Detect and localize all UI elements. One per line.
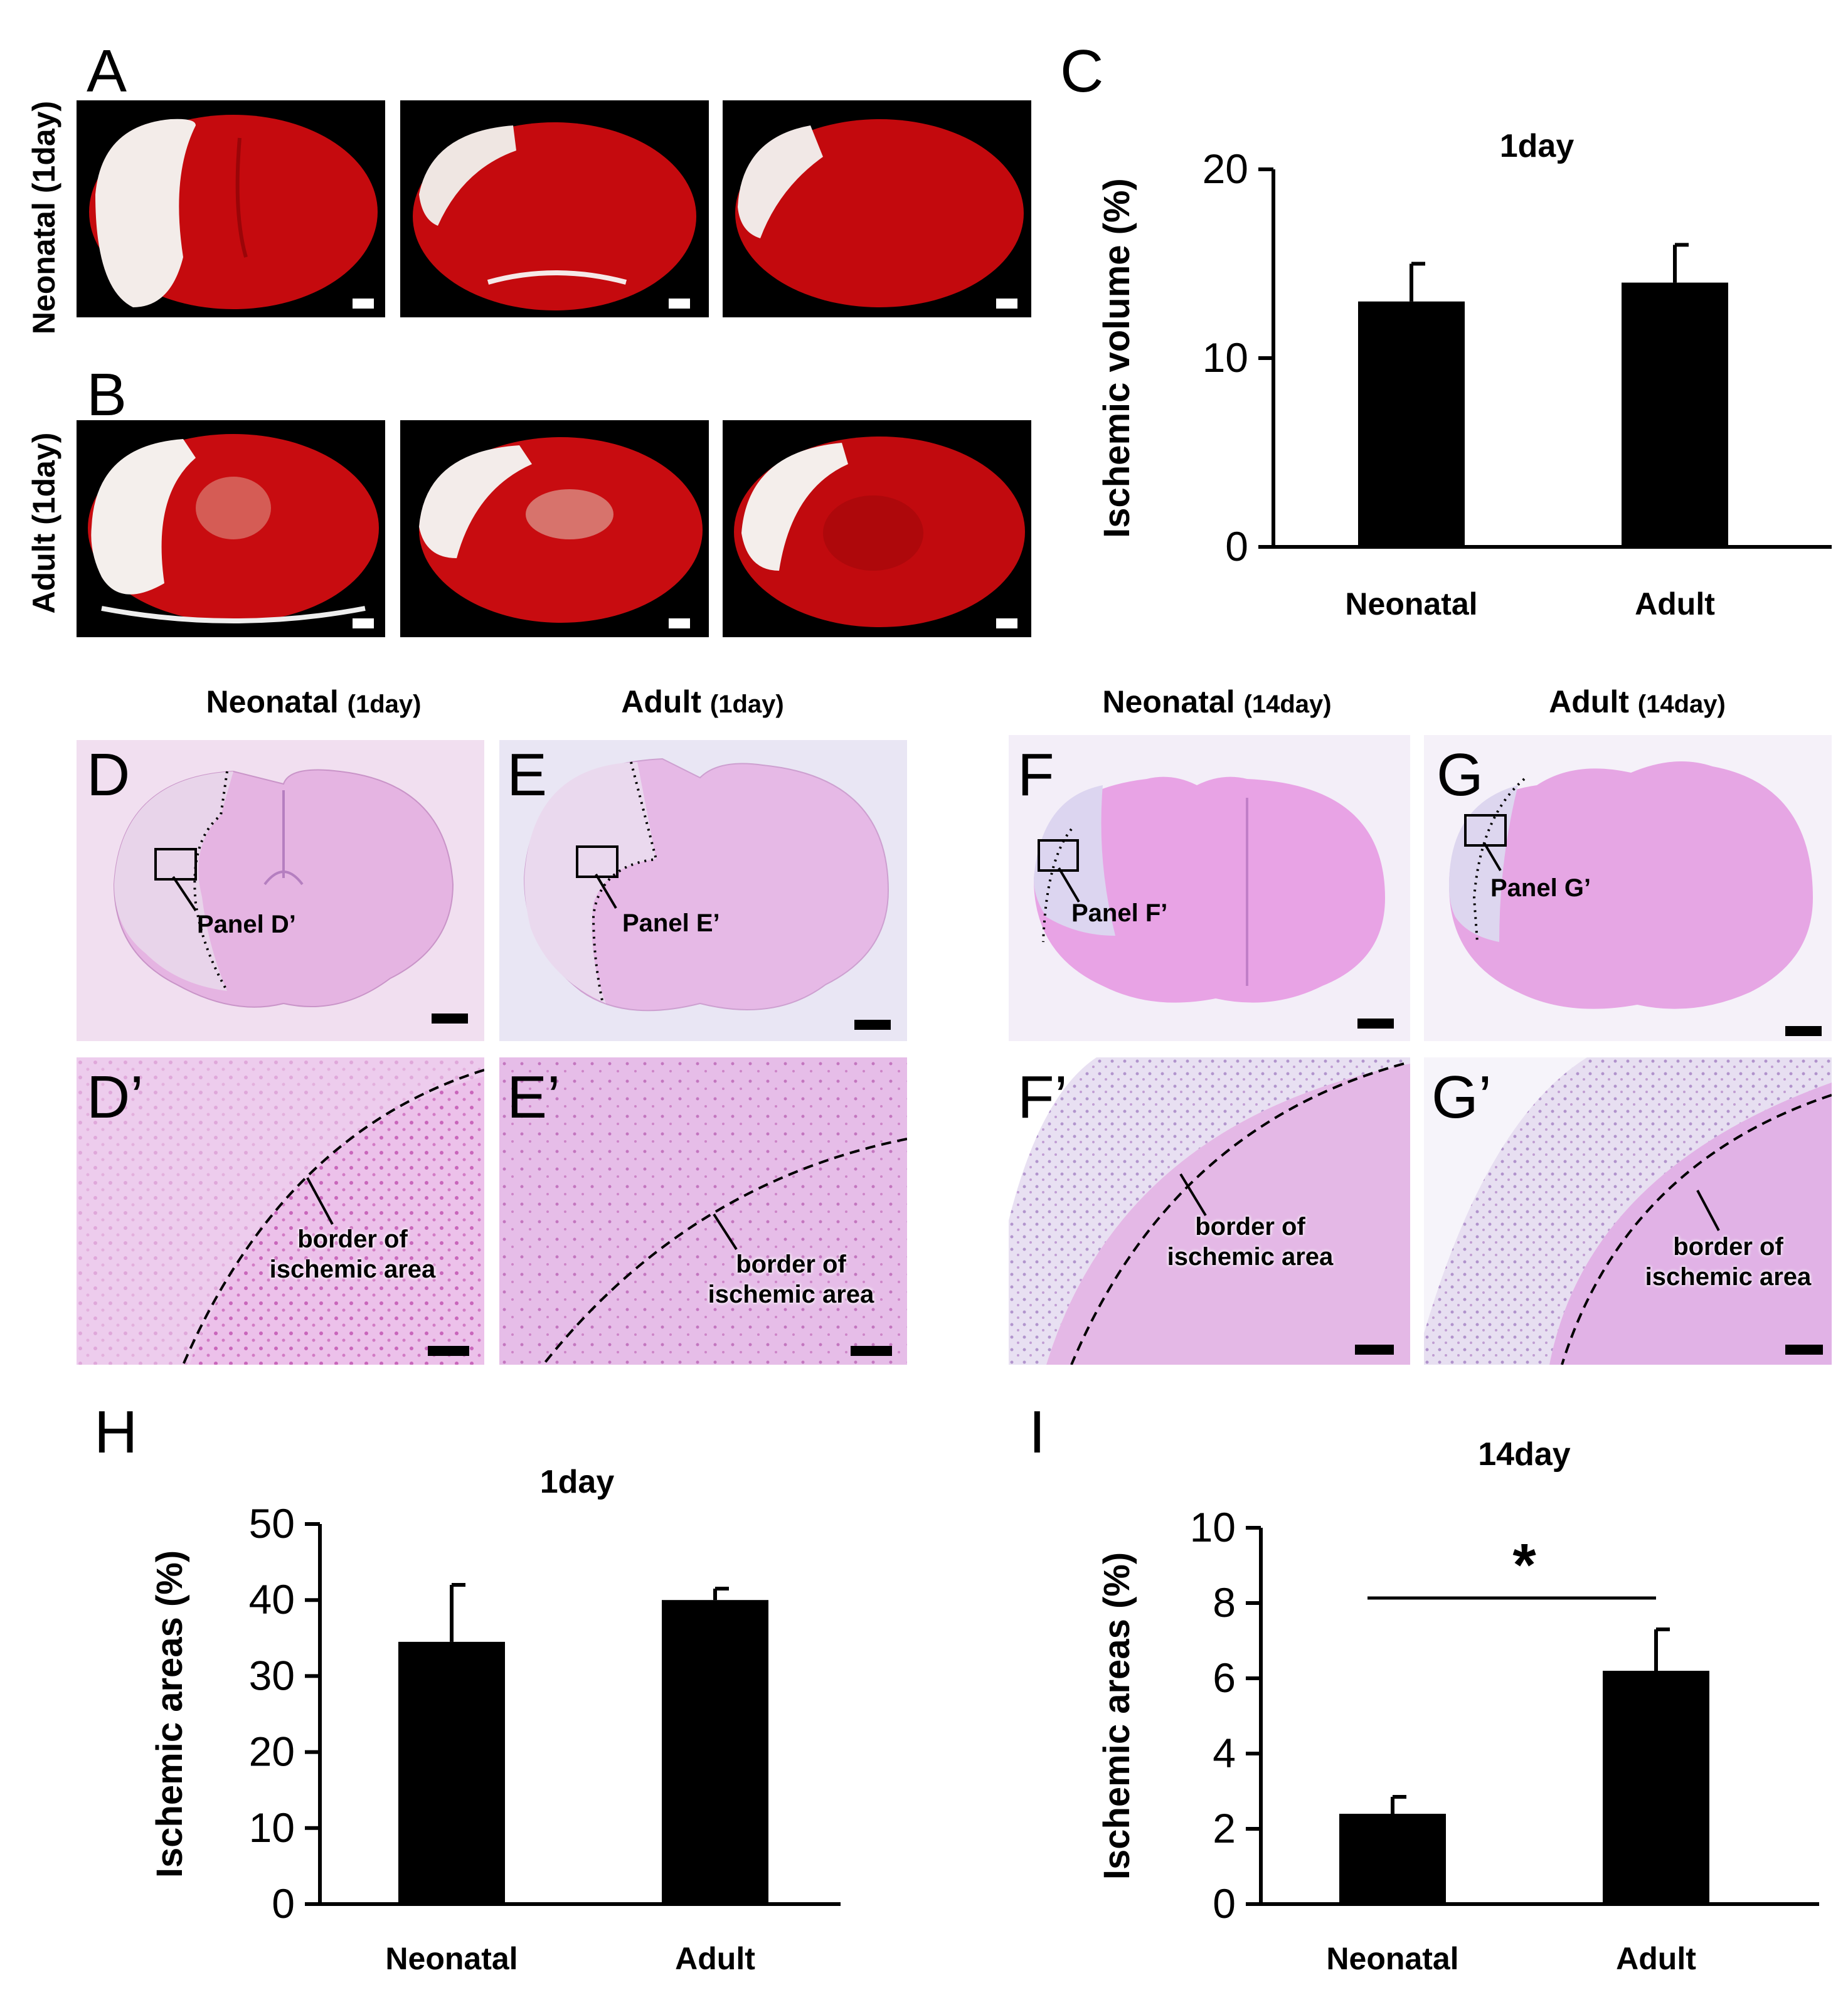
y-tick-label: 40 bbox=[249, 1576, 295, 1622]
panel-letter-d-prime: D’ bbox=[87, 1064, 144, 1131]
scale-bar bbox=[1785, 1026, 1822, 1036]
panel-letter-f-prime: F’ bbox=[1017, 1064, 1068, 1131]
ttc-photo-neonatal-2 bbox=[400, 100, 709, 317]
bar-adult bbox=[1622, 282, 1728, 547]
header-adult-14day: Adult (14day) bbox=[1549, 684, 1726, 719]
y-axis-label: Ischemic volume (%) bbox=[1097, 178, 1137, 538]
scale-bar bbox=[854, 1020, 891, 1030]
y-tick-label: 6 bbox=[1213, 1654, 1236, 1701]
panel-letter-e-prime: E’ bbox=[507, 1064, 561, 1131]
border-label-e: border of ischemic area bbox=[708, 1251, 874, 1308]
he-magnified-f: border of ischemic area bbox=[1009, 1057, 1410, 1365]
bar-neonatal bbox=[1339, 1814, 1446, 1904]
category-label: Adult bbox=[1635, 586, 1715, 622]
y-tick-label: 50 bbox=[249, 1500, 295, 1547]
row-label-adult: Adult (1day) bbox=[26, 432, 61, 614]
panel-letter-c: C bbox=[1060, 38, 1104, 105]
inset-label-e: Panel E’ bbox=[622, 909, 720, 937]
scale-bar bbox=[353, 618, 374, 628]
panel-letter-a: A bbox=[87, 38, 127, 105]
category-label: Neonatal bbox=[1345, 586, 1477, 622]
panel-letter-h: H bbox=[94, 1399, 138, 1466]
he-section-f: Panel F’ bbox=[1009, 735, 1410, 1041]
inset-label-g: Panel G’ bbox=[1490, 874, 1591, 902]
chart-title: 14day bbox=[1478, 1436, 1571, 1473]
scale-bar bbox=[1785, 1345, 1823, 1355]
y-tick-label: 4 bbox=[1213, 1730, 1236, 1776]
scale-bar bbox=[851, 1346, 892, 1356]
inset-label-f: Panel F’ bbox=[1071, 899, 1168, 927]
y-tick-label: 0 bbox=[1225, 523, 1248, 569]
scale-bar bbox=[432, 1014, 468, 1024]
scale-bar bbox=[1355, 1345, 1394, 1355]
scale-bar bbox=[996, 299, 1017, 309]
panel-letter-i: I bbox=[1029, 1399, 1046, 1466]
y-tick-label: 10 bbox=[1190, 1504, 1236, 1550]
panel-letter-d: D bbox=[87, 741, 130, 808]
significance-star: * bbox=[1512, 1532, 1536, 1599]
scale-bar bbox=[996, 618, 1017, 628]
y-tick-label: 0 bbox=[272, 1880, 295, 1927]
ttc-photo-neonatal-3 bbox=[723, 100, 1031, 317]
ttc-photo-adult-1 bbox=[77, 420, 385, 637]
ttc-photo-adult-2 bbox=[400, 420, 709, 637]
bar-adult bbox=[662, 1600, 768, 1904]
ttc-photo-adult-3 bbox=[723, 420, 1031, 637]
panel-letter-b: B bbox=[87, 361, 127, 428]
bar-neonatal bbox=[398, 1641, 505, 1904]
y-tick-label: 8 bbox=[1213, 1579, 1236, 1626]
bar-chart-ischemic-areas-14day: 14day Ischemic areas (%) 0 2 4 6 8 10 Neonatal Ad… bbox=[1060, 1417, 1848, 1988]
y-tick-label: 20 bbox=[1203, 146, 1248, 192]
scale-bar bbox=[669, 299, 690, 309]
y-tick-label: 20 bbox=[249, 1728, 295, 1775]
he-section-g: Panel G’ bbox=[1424, 735, 1832, 1041]
panel-letter-g: G bbox=[1436, 741, 1484, 808]
y-axis-label: Ischemic areas (%) bbox=[1097, 1552, 1137, 1880]
he-magnified-d: border of ischemic area bbox=[77, 1057, 484, 1365]
ttc-photo-neonatal-1 bbox=[77, 100, 385, 317]
bar-chart-ischemic-volume: 1day Ischemic volume (%) 0 10 20 Neonatal Adul… bbox=[1060, 100, 1848, 640]
category-label: Adult bbox=[675, 1941, 755, 1976]
y-tick-label: 10 bbox=[1203, 334, 1248, 381]
category-label: Neonatal bbox=[385, 1941, 518, 1976]
scale-bar bbox=[669, 618, 690, 628]
bar-neonatal bbox=[1358, 301, 1465, 547]
y-tick-label: 0 bbox=[1213, 1880, 1236, 1927]
category-label: Adult bbox=[1616, 1941, 1696, 1976]
panel-letter-g-prime: G’ bbox=[1431, 1064, 1492, 1131]
inset-label-d: Panel D’ bbox=[197, 911, 296, 938]
inset-box-f bbox=[1038, 839, 1079, 872]
y-tick-label: 30 bbox=[249, 1652, 295, 1698]
bar-adult bbox=[1603, 1671, 1709, 1904]
category-label: Neonatal bbox=[1326, 1941, 1458, 1976]
y-axis-label: Ischemic areas (%) bbox=[149, 1550, 190, 1878]
scale-bar bbox=[353, 299, 374, 309]
scale-bar bbox=[428, 1346, 469, 1356]
border-label-g: border of ischemic area bbox=[1645, 1233, 1812, 1291]
border-label-d: border of ischemic area bbox=[269, 1225, 436, 1283]
panel-letter-e: E bbox=[507, 741, 548, 808]
he-magnified-g: border of ischemic area bbox=[1424, 1057, 1832, 1365]
he-section-d: Panel D’ bbox=[77, 740, 484, 1041]
scale-bar bbox=[1357, 1019, 1394, 1029]
row-label-neonatal: Neonatal (1day) bbox=[26, 100, 61, 335]
border-label-f: border of ischemic area bbox=[1167, 1213, 1334, 1271]
chart-title: 1day bbox=[540, 1464, 615, 1500]
chart-title: 1day bbox=[1500, 128, 1575, 164]
header-adult-1day: Adult (1day) bbox=[621, 684, 784, 719]
header-neonatal-1day: Neonatal (1day) bbox=[206, 684, 422, 719]
bar-chart-ischemic-areas-1day: 1day Ischemic areas (%) 0 10 20 30 40 50 Neonata… bbox=[125, 1449, 878, 1988]
he-magnified-e: border of ischemic area bbox=[499, 1057, 907, 1365]
y-tick-label: 2 bbox=[1213, 1805, 1236, 1851]
y-tick-label: 10 bbox=[249, 1804, 295, 1851]
he-section-e: Panel E’ bbox=[499, 740, 907, 1041]
header-neonatal-14day: Neonatal (14day) bbox=[1102, 684, 1332, 719]
panel-letter-f: F bbox=[1017, 741, 1054, 808]
